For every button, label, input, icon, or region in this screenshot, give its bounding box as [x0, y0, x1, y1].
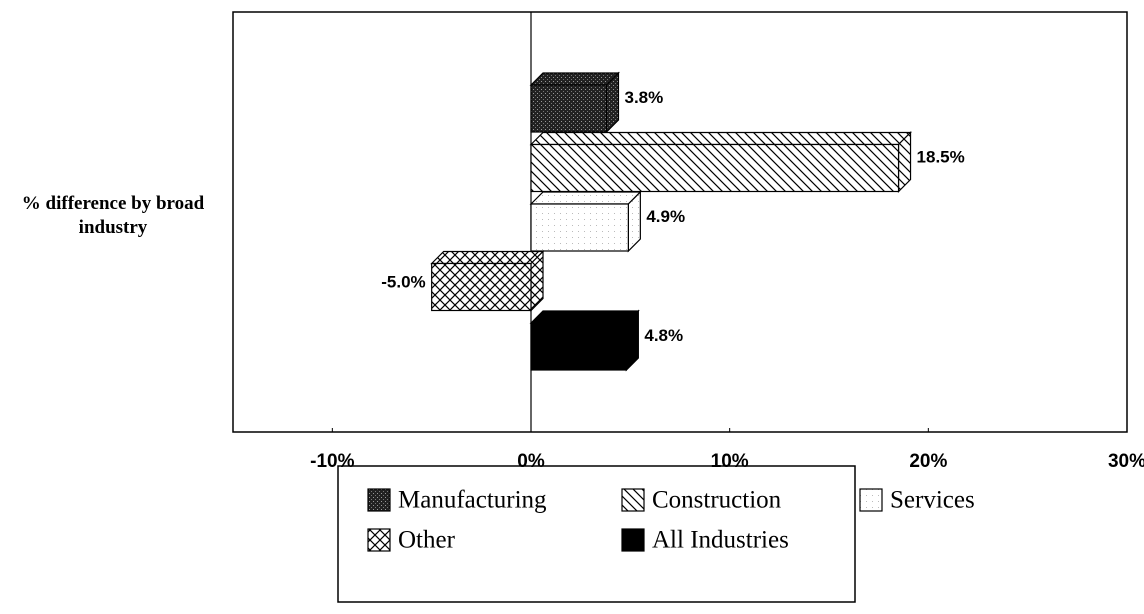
x-tick-label: 20% — [909, 451, 947, 472]
bar-top — [529, 131, 912, 146]
x-tick-label: -10% — [310, 451, 354, 472]
bar-top — [430, 250, 545, 265]
x-tick-label: 30% — [1108, 451, 1144, 472]
bar — [529, 190, 642, 253]
bar — [529, 309, 640, 372]
value-label: 4.8% — [644, 326, 683, 345]
bar-top — [529, 310, 640, 324]
bar-top — [529, 72, 620, 86]
bar — [529, 131, 912, 193]
legend-frame — [337, 465, 856, 603]
legend-label: Construction — [652, 487, 782, 514]
legend-label: All Industries — [652, 527, 789, 554]
legend-swatch — [621, 488, 645, 512]
bar-front — [431, 262, 532, 312]
legend-swatch — [367, 528, 391, 552]
value-label: 4.9% — [646, 207, 685, 226]
bar-front — [530, 143, 900, 193]
value-label: -5.0% — [381, 272, 425, 291]
bar — [430, 250, 545, 312]
category-label: % difference by broad industry — [21, 193, 205, 238]
value-label: 18.5% — [917, 147, 965, 166]
legend-label: Manufacturing — [398, 487, 547, 514]
legend-label: Other — [398, 527, 456, 554]
value-label: 3.8% — [624, 88, 663, 107]
bar-front — [530, 203, 629, 252]
x-tick-label: 10% — [711, 451, 749, 472]
bar-top — [529, 191, 642, 205]
legend-swatch — [621, 528, 645, 552]
legend-label: Services — [890, 487, 975, 514]
legend-swatch — [367, 488, 391, 512]
x-tick-label: 0% — [517, 451, 545, 472]
legend-swatch — [859, 488, 883, 512]
plot-frame — [232, 11, 1128, 433]
bar — [529, 71, 620, 134]
bar-front — [530, 84, 608, 133]
bar-front — [530, 322, 627, 371]
